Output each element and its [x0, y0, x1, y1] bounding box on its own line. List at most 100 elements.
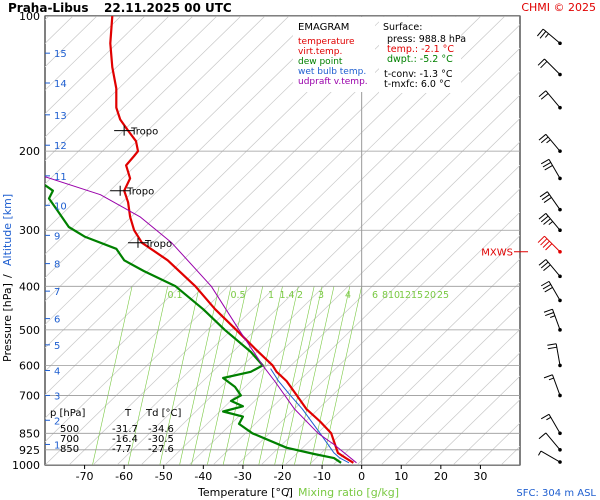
wind-barb-feather	[545, 243, 553, 251]
adiabat-line	[188, 141, 520, 465]
wind-barb	[547, 343, 562, 368]
wind-barb-feather	[540, 280, 550, 287]
wind-barb-feather	[538, 450, 542, 456]
adiabat-line	[45, 16, 362, 325]
wind-barb-staff	[542, 28, 561, 44]
tropopause-label: Tropo	[126, 187, 154, 198]
wind-barb-feather	[546, 416, 552, 421]
wind-barb-feather	[538, 212, 547, 220]
mixing-ratio-label: 12	[399, 290, 411, 301]
wind-barb-feather	[540, 93, 549, 100]
wind-barb-feather	[538, 133, 547, 141]
pressure-tick-label: 100	[19, 10, 40, 23]
adiabat-line	[45, 16, 170, 138]
mixing-ratio-label: 2	[297, 290, 303, 301]
legend-item: udpraft v.temp.	[298, 77, 368, 87]
altitude-tick-label: 7	[54, 287, 60, 298]
adiabat-line	[92, 47, 520, 465]
pressure-tick-label: 850	[19, 427, 40, 440]
station-title: Praha-Libus	[8, 1, 88, 15]
altitude-tick-label: 15	[54, 49, 67, 60]
surface-line: dwpt.: -5.2 °C	[387, 54, 453, 65]
wind-barb-feather	[537, 58, 545, 66]
table-header: T	[124, 408, 132, 419]
x-tick-label: -70	[76, 470, 94, 483]
mixing-ratio-line	[191, 286, 232, 465]
x-tick-label: -40	[194, 470, 212, 483]
credit-text: CHMI © 2025	[521, 1, 596, 14]
level-table: p [hPa] T Td [°C] 500 -31.7 -34.6 700 -16.4 -30.…	[50, 408, 182, 455]
adiabat-line	[45, 16, 266, 232]
adiabat-line	[45, 16, 290, 255]
mixing-ratio-label: 1	[268, 290, 274, 301]
wind-barb-feather	[540, 238, 548, 246]
adiabat-line	[380, 328, 520, 465]
wind-barb-dot	[558, 249, 562, 254]
wind-barb-feather	[538, 259, 547, 266]
mixing-ratio-line	[321, 286, 362, 465]
legend-item: virt.temp.	[298, 47, 342, 57]
mixing-ratio-label: 0.5	[230, 290, 245, 301]
wind-barb	[540, 158, 562, 181]
wind-barb-feather	[544, 287, 553, 293]
wind-barb-staff	[552, 374, 561, 396]
table-cell: -7.7	[112, 444, 132, 455]
wind-barb-staff	[540, 450, 561, 463]
y-axis-label-altitude: Altitude [km]	[1, 194, 14, 266]
table-cell: 500	[60, 424, 79, 435]
legend-box	[293, 17, 375, 92]
adiabat-line	[45, 16, 338, 302]
adiabat-line	[404, 352, 520, 465]
profile-dew-point	[45, 184, 342, 464]
wind-barb	[543, 308, 562, 332]
wind-barb-feather	[540, 261, 549, 269]
profile-wet-bulb-temp-	[270, 368, 350, 464]
x-tick-label: -20	[274, 470, 292, 483]
adiabat-line	[573, 16, 600, 465]
wind-barb-dot	[558, 274, 562, 279]
mixing-ratio-label: 25	[437, 290, 449, 301]
wind-barb-feather	[544, 165, 553, 171]
wind-barb-feather	[539, 191, 548, 198]
adiabat-line	[549, 16, 600, 465]
mxws-label: MXWS	[481, 248, 513, 259]
y-axis-label-separator: /	[1, 274, 14, 278]
mixing-ratio-line	[222, 286, 264, 465]
surface-line: temp.: -2.1 °C	[387, 44, 454, 55]
wind-barb-feather	[543, 374, 553, 379]
mixing-ratio-label: 10	[388, 290, 400, 301]
wind-barb-feather	[543, 218, 551, 225]
table-cell: 700	[60, 434, 79, 445]
wind-barb-dot	[558, 105, 562, 110]
wind-barb-feather	[540, 61, 548, 69]
mixing-ratio-line	[258, 286, 299, 465]
table-cell: 850	[60, 444, 79, 455]
altitude-tick-label: 14	[54, 79, 67, 90]
wind-barb-feather	[540, 136, 549, 144]
pressure-tick-label: 700	[19, 389, 40, 402]
adiabat-line	[525, 16, 600, 465]
wind-barb-dot	[558, 298, 562, 303]
wind-barb-feather	[542, 283, 552, 290]
wind-barb-feather	[539, 31, 547, 39]
wind-barb-feather	[537, 235, 545, 243]
wind-barb-feather	[545, 312, 554, 317]
wind-barb-dot	[558, 393, 562, 398]
wind-barb-dot	[558, 207, 562, 212]
y-axis-label-pressure: Pressure [hPa]	[1, 283, 14, 362]
altitude-tick-label: 4	[54, 367, 60, 378]
wind-barb-staff	[548, 414, 561, 434]
altitude-tick-label: 2	[54, 416, 60, 427]
mixing-ratio-line	[294, 286, 335, 465]
wind-barb	[538, 259, 562, 279]
wind-barb-feather	[538, 432, 547, 440]
wind-barb-feather	[544, 33, 549, 38]
altitude-tick-label: 13	[54, 111, 67, 122]
tropopause-label: Tropo	[144, 239, 172, 250]
adiabat-line	[140, 94, 520, 465]
adiabat-line	[116, 71, 520, 465]
legend-item: temperature	[298, 37, 355, 47]
table-cell: -27.6	[148, 444, 174, 455]
